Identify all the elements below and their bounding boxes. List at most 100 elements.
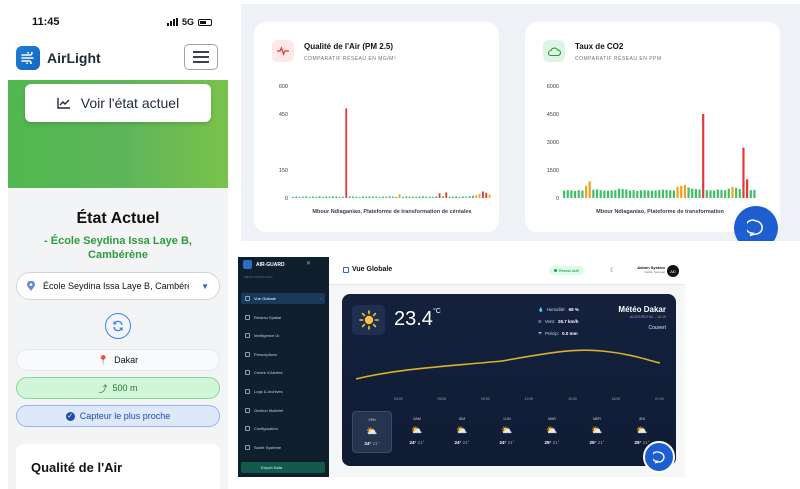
bar[interactable] bbox=[315, 196, 318, 198]
bar[interactable] bbox=[368, 196, 371, 198]
bar[interactable] bbox=[345, 108, 348, 198]
sidebar-item[interactable]: Intelligence IA bbox=[241, 330, 325, 341]
bar[interactable] bbox=[448, 196, 451, 198]
bar[interactable] bbox=[676, 186, 679, 198]
close-sidebar-icon[interactable]: ✕ bbox=[306, 261, 312, 267]
bar[interactable] bbox=[680, 185, 683, 198]
bar[interactable] bbox=[581, 190, 584, 198]
avatar[interactable]: AD bbox=[667, 265, 679, 277]
bar[interactable] bbox=[735, 187, 738, 198]
bar[interactable] bbox=[683, 184, 686, 198]
bar[interactable] bbox=[462, 196, 464, 198]
bar[interactable] bbox=[603, 190, 606, 198]
bar[interactable] bbox=[465, 196, 468, 198]
bar[interactable] bbox=[599, 190, 602, 198]
bar[interactable] bbox=[669, 190, 672, 198]
bar[interactable] bbox=[425, 196, 428, 198]
bar[interactable] bbox=[365, 196, 368, 198]
bar[interactable] bbox=[628, 190, 632, 198]
bar[interactable] bbox=[418, 196, 421, 198]
forecast-day[interactable]: SAM ⛅ 24° 21° bbox=[397, 411, 437, 453]
bar[interactable] bbox=[746, 179, 749, 198]
bar[interactable] bbox=[358, 196, 361, 198]
bar[interactable] bbox=[475, 195, 478, 198]
bar[interactable] bbox=[632, 190, 635, 198]
sidebar-item[interactable]: Centre d'Alertes bbox=[241, 367, 325, 378]
bar[interactable] bbox=[458, 196, 461, 198]
bar[interactable] bbox=[312, 196, 314, 198]
refresh-button[interactable] bbox=[105, 313, 131, 339]
bar[interactable] bbox=[485, 192, 488, 198]
bar[interactable] bbox=[698, 189, 701, 198]
sidebar-item[interactable]: Gestion Matériel bbox=[241, 405, 325, 416]
bar[interactable] bbox=[412, 196, 414, 198]
bar[interactable] bbox=[428, 196, 431, 198]
bar[interactable] bbox=[570, 190, 573, 198]
bar[interactable] bbox=[415, 196, 418, 198]
bar[interactable] bbox=[687, 187, 690, 198]
bar[interactable] bbox=[584, 185, 588, 198]
forecast-day[interactable]: MAR ⛅ 25° 21° bbox=[532, 411, 572, 453]
bar[interactable] bbox=[658, 190, 661, 198]
bar[interactable] bbox=[691, 188, 694, 198]
bar[interactable] bbox=[478, 193, 481, 198]
bar[interactable] bbox=[385, 196, 388, 198]
bar[interactable] bbox=[342, 196, 344, 198]
bar[interactable] bbox=[335, 196, 338, 198]
bar[interactable] bbox=[617, 188, 621, 198]
view-current-state-button[interactable]: Voir l'état actuel bbox=[25, 84, 211, 122]
bar[interactable] bbox=[742, 147, 745, 198]
bar[interactable] bbox=[647, 190, 650, 198]
bar[interactable] bbox=[422, 196, 424, 198]
bar[interactable] bbox=[432, 196, 434, 198]
bar[interactable] bbox=[355, 196, 358, 198]
bar[interactable] bbox=[388, 196, 391, 198]
forecast-day[interactable]: VEN ⛅ 24° 21° bbox=[352, 411, 392, 453]
hamburger-menu-button[interactable] bbox=[184, 44, 218, 70]
sidebar-item[interactable]: Santé Système bbox=[241, 442, 325, 453]
bar[interactable] bbox=[665, 189, 668, 198]
bar[interactable] bbox=[372, 196, 374, 198]
bar[interactable] bbox=[402, 196, 404, 198]
bar[interactable] bbox=[348, 196, 351, 198]
bar[interactable] bbox=[435, 196, 438, 198]
bar[interactable] bbox=[395, 196, 398, 198]
bar[interactable] bbox=[408, 196, 411, 198]
bar[interactable] bbox=[302, 196, 304, 198]
bar[interactable] bbox=[650, 190, 654, 198]
bar[interactable] bbox=[636, 190, 639, 198]
bar[interactable] bbox=[738, 189, 741, 198]
location-select[interactable]: École Seydina Issa Laye B, Cambérène ▼ bbox=[16, 272, 220, 300]
bar[interactable] bbox=[438, 193, 441, 198]
bar[interactable] bbox=[488, 194, 491, 198]
bar[interactable] bbox=[375, 196, 378, 198]
bar[interactable] bbox=[362, 196, 364, 198]
bar[interactable] bbox=[295, 196, 298, 198]
bar[interactable] bbox=[392, 196, 394, 198]
chat-button[interactable] bbox=[734, 206, 778, 241]
bar[interactable] bbox=[482, 191, 484, 198]
bar[interactable] bbox=[702, 114, 705, 198]
bar[interactable] bbox=[332, 196, 334, 198]
sidebar-item[interactable]: Réseau Spatial bbox=[241, 312, 325, 323]
bar[interactable] bbox=[577, 190, 580, 198]
bar[interactable] bbox=[352, 196, 354, 198]
bar[interactable] bbox=[592, 189, 595, 198]
bar[interactable] bbox=[614, 190, 617, 198]
bar[interactable] bbox=[749, 190, 752, 198]
bar[interactable] bbox=[595, 189, 599, 198]
bar[interactable] bbox=[405, 196, 408, 198]
bar[interactable] bbox=[442, 196, 444, 198]
theme-toggle-moon-icon[interactable]: ☾ bbox=[610, 268, 616, 274]
forecast-day[interactable]: LUN ⛅ 24° 21° bbox=[487, 411, 527, 453]
bar[interactable] bbox=[573, 190, 577, 198]
bar[interactable] bbox=[305, 196, 308, 198]
bar[interactable] bbox=[654, 190, 657, 198]
bar[interactable] bbox=[727, 188, 730, 198]
sidebar-item[interactable]: Configuration bbox=[241, 423, 325, 434]
forecast-day[interactable]: JEU ⛅ 25° 21° bbox=[622, 411, 662, 453]
bar[interactable] bbox=[566, 190, 569, 198]
bar[interactable] bbox=[625, 189, 628, 198]
bar[interactable] bbox=[455, 196, 458, 198]
bar[interactable] bbox=[694, 189, 697, 198]
